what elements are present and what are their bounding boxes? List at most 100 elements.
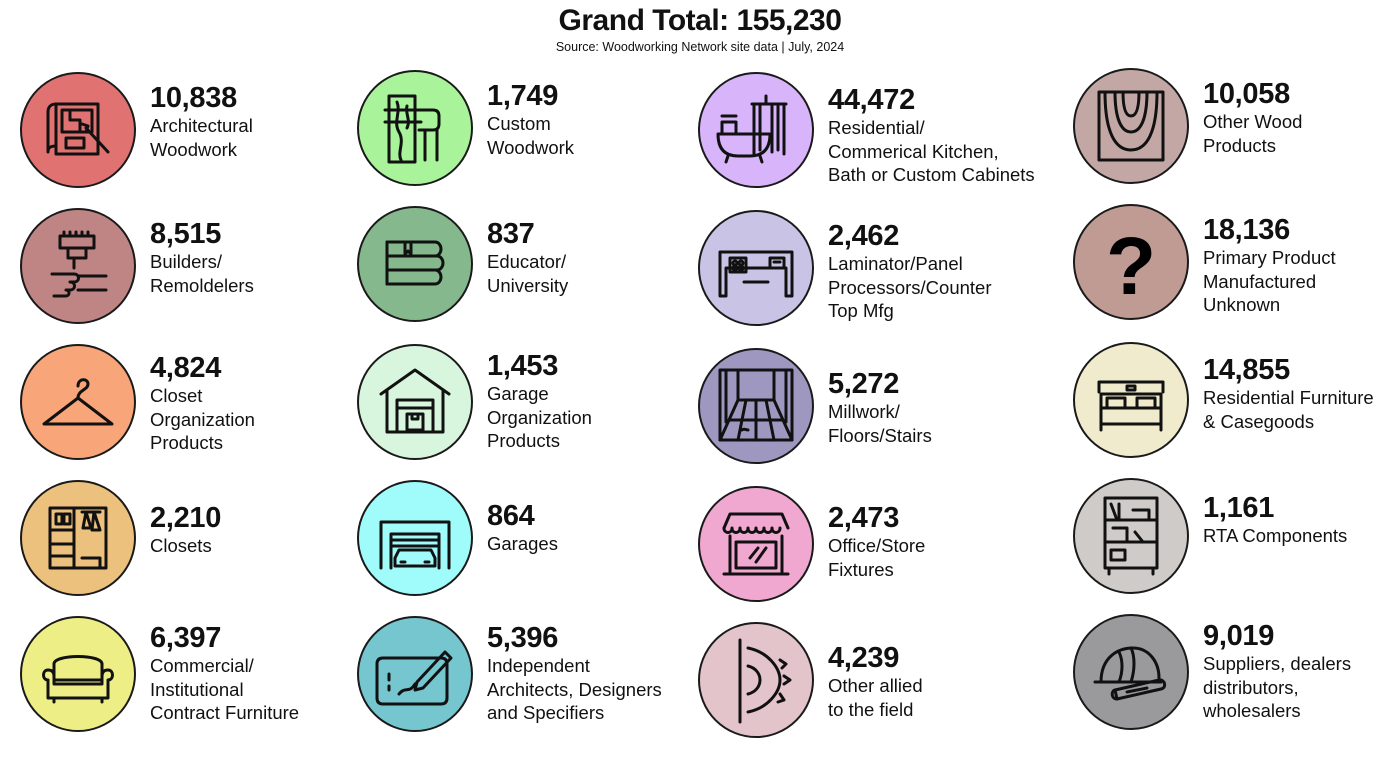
category-text: 8,515 Builders/Remoldelers bbox=[150, 218, 380, 297]
category-label-line: Manufactured bbox=[1203, 270, 1317, 292]
bed-icon bbox=[1073, 342, 1189, 458]
category-label: Independent Architects, Designers and Spec… bbox=[487, 654, 717, 725]
category-count: 10,058 bbox=[1203, 78, 1290, 110]
category-label: Custom Woodwork bbox=[487, 112, 717, 159]
saw-blade-icon bbox=[698, 622, 814, 738]
category-label: Residential/Commerical Kitchen, Bath or C… bbox=[828, 116, 1058, 187]
category-label-line: Institutional bbox=[150, 678, 244, 700]
category-label-line: University bbox=[487, 274, 569, 296]
category-label-line: Closets bbox=[150, 535, 212, 556]
category-count: 2,462 bbox=[828, 220, 900, 252]
category-label-line: Woodwork bbox=[487, 136, 575, 158]
category-text: 18,136 Primary Product Manufactured Unknown bbox=[1203, 214, 1400, 317]
category-label: Other Wood Products bbox=[1203, 110, 1400, 157]
category-item: 44,472 Residential/Commerical Kitchen, Bat… bbox=[698, 72, 1035, 197]
category-label: Educator/University bbox=[487, 250, 717, 297]
books-icon bbox=[357, 206, 473, 322]
paint-brush-icon bbox=[20, 208, 136, 324]
category-count: 837 bbox=[487, 218, 535, 250]
category-count: 4,824 bbox=[150, 352, 222, 384]
category-label: Residential Furniture & Casegoods bbox=[1203, 386, 1400, 433]
category-text: 837 Educator/University bbox=[487, 218, 717, 297]
category-item: 2,210 Closets bbox=[20, 480, 350, 605]
category-count: 8,515 bbox=[150, 218, 222, 250]
category-text: 14,855 Residential Furniture & Casegoods bbox=[1203, 354, 1400, 433]
category-text: 2,473 Office/Store Fixtures bbox=[828, 502, 1058, 581]
category-count: 2,473 bbox=[828, 502, 900, 534]
category-label: Other allied to the field bbox=[828, 674, 1058, 721]
category-label: Builders/Remoldelers bbox=[150, 250, 380, 297]
category-label-line: Educator/ bbox=[487, 251, 567, 272]
category-label-line: and Specifiers bbox=[487, 702, 605, 723]
category-label: Office/Store Fixtures bbox=[828, 534, 1058, 581]
category-label-line: Architectural bbox=[150, 115, 253, 136]
category-item: 864 Garages bbox=[357, 480, 687, 605]
category-count: 864 bbox=[487, 500, 535, 532]
category-count: 6,397 bbox=[150, 622, 222, 654]
category-item: 8,515 Builders/Remoldelers bbox=[20, 208, 350, 333]
category-label-line: Custom bbox=[487, 113, 551, 134]
category-label-line: Products bbox=[150, 432, 224, 453]
category-label-line: Organization bbox=[150, 408, 255, 430]
category-count: 9,019 bbox=[1203, 620, 1275, 652]
category-item: 4,239 Other allied to the field bbox=[698, 622, 1028, 747]
category-text: 44,472 Residential/Commerical Kitchen, Bat… bbox=[828, 84, 1058, 187]
category-item: 10,058 Other Wood Products bbox=[1073, 68, 1400, 193]
category-label: Garages bbox=[487, 532, 717, 556]
bathtub-icon bbox=[698, 72, 814, 188]
category-label-line: RTA Components bbox=[1203, 525, 1348, 546]
bookshelf-icon bbox=[1073, 478, 1189, 594]
category-label: Garage Organization Products bbox=[487, 382, 717, 453]
category-label-line: Unknown bbox=[1203, 294, 1281, 315]
category-count: 4,239 bbox=[828, 642, 900, 674]
category-count: 1,453 bbox=[487, 350, 559, 382]
category-label-line: Commercial/ bbox=[150, 655, 254, 676]
kitchen-counter-icon bbox=[698, 210, 814, 326]
category-item: 837 Educator/University bbox=[357, 206, 687, 331]
category-label-line: Garages bbox=[487, 533, 558, 554]
category-label-line: Other allied bbox=[828, 675, 923, 696]
category-item: 6,397 Commercial/Institutional Contract Fu… bbox=[20, 616, 350, 741]
armchair-icon bbox=[20, 616, 136, 732]
category-label-line: Bath or Custom Cabinets bbox=[828, 164, 1035, 185]
hanger-icon bbox=[20, 344, 136, 460]
category-label: Laminator/Panel Processors/Counter Top Mfg bbox=[828, 252, 1058, 323]
source-note: Source: Woodworking Network site data | … bbox=[555, 40, 845, 54]
category-text: 10,058 Other Wood Products bbox=[1203, 78, 1400, 157]
category-count: 1,161 bbox=[1203, 492, 1275, 524]
category-label-line: Organization bbox=[487, 406, 592, 428]
category-item: 10,838 Architectural Woodwork bbox=[20, 72, 350, 197]
category-label-line: Products bbox=[487, 430, 561, 451]
category-count: 44,472 bbox=[828, 84, 915, 116]
category-count: 2,210 bbox=[150, 502, 222, 534]
drawing-tablet-icon bbox=[357, 616, 473, 732]
wardrobe-icon bbox=[20, 480, 136, 596]
category-label-line: Primary Product bbox=[1203, 247, 1336, 268]
category-label: Millwork/Floors/Stairs bbox=[828, 400, 1058, 447]
category-count: 10,838 bbox=[150, 82, 237, 114]
category-label-line: Floors/Stairs bbox=[828, 424, 932, 446]
category-text: 10,838 Architectural Woodwork bbox=[150, 82, 380, 161]
question-mark-icon: ? bbox=[1073, 204, 1189, 320]
hardhat-blueprint-icon bbox=[1073, 614, 1189, 730]
category-label-line: Remoldelers bbox=[150, 274, 254, 296]
category-label-line: Commerical Kitchen, bbox=[828, 140, 999, 162]
category-text: 1,453 Garage Organization Products bbox=[487, 350, 717, 453]
category-label-line: Other Wood bbox=[1203, 111, 1303, 132]
category-count: 5,396 bbox=[487, 622, 559, 654]
category-item: 1,453 Garage Organization Products bbox=[357, 344, 687, 469]
category-item: 5,272 Millwork/Floors/Stairs bbox=[698, 348, 1028, 473]
category-text: 5,396 Independent Architects, Designers and… bbox=[487, 622, 717, 725]
category-label-line: to the field bbox=[828, 698, 914, 720]
category-text: 6,397 Commercial/Institutional Contract Fu… bbox=[150, 622, 380, 725]
garage-car-icon bbox=[357, 480, 473, 596]
category-label-line: Contract Furniture bbox=[150, 702, 300, 723]
category-label-line: Office/Store bbox=[828, 535, 926, 556]
category-count: 14,855 bbox=[1203, 354, 1290, 386]
category-item: 4,824 Closet Organization Products bbox=[20, 344, 350, 469]
category-label: Closet Organization Products bbox=[150, 384, 380, 455]
category-item: 9,019 Suppliers, dealers distributors, whol… bbox=[1073, 614, 1400, 739]
wood-grain-icon bbox=[1073, 68, 1189, 184]
category-label: Architectural Woodwork bbox=[150, 114, 380, 161]
category-label-line: Laminator/Panel bbox=[828, 253, 963, 274]
